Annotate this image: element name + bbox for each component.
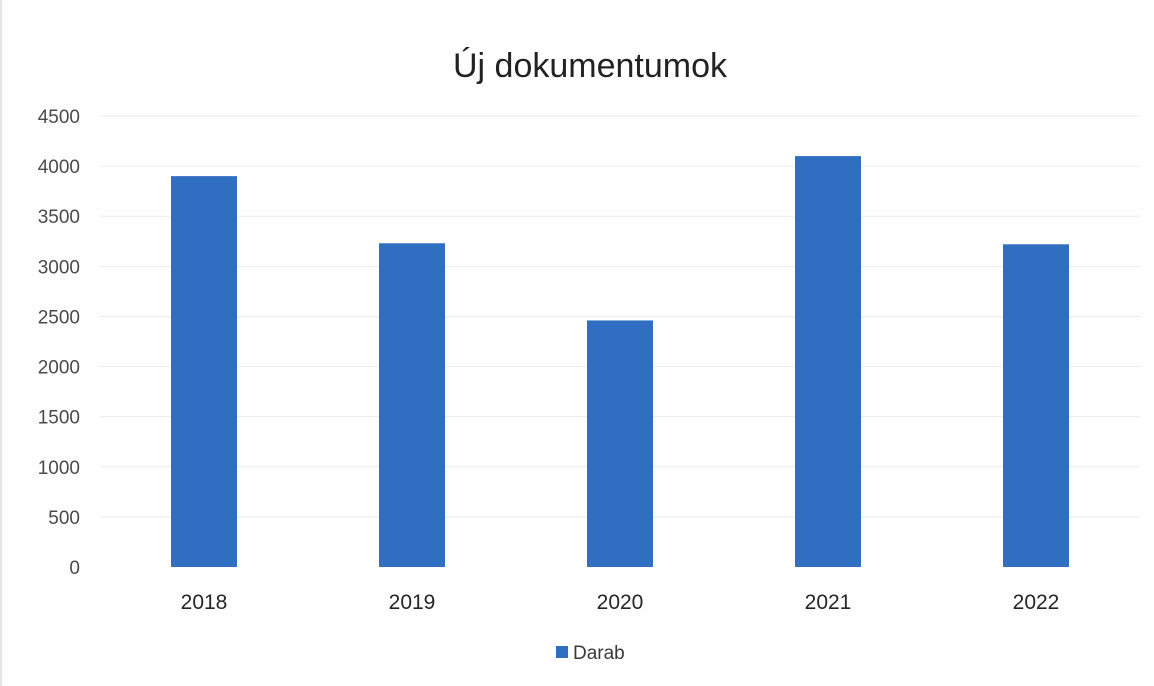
y-axis-ticks: 0 500 1000 1500 2000 2500 3000 3500 4000 4500 xyxy=(38,107,80,579)
chart-title: Új dokumentumok xyxy=(453,47,728,85)
y-tick-label: 1000 xyxy=(38,458,80,479)
y-tick-label: 2500 xyxy=(38,307,80,328)
legend-label: Darab xyxy=(573,643,625,664)
legend: Darab xyxy=(556,643,625,664)
bar-2018 xyxy=(171,176,237,567)
y-tick-label: 1500 xyxy=(38,408,80,429)
x-tick-label: 2019 xyxy=(389,591,436,614)
y-tick-label: 0 xyxy=(69,558,80,579)
y-tick-label: 500 xyxy=(48,508,80,529)
y-tick-label: 3000 xyxy=(38,257,80,278)
bar-2021 xyxy=(795,156,861,568)
x-tick-label: 2020 xyxy=(597,591,644,614)
x-tick-label: 2021 xyxy=(805,591,852,614)
bar-2019 xyxy=(379,243,445,567)
bar-2020 xyxy=(587,320,653,567)
bars xyxy=(171,156,1069,568)
y-tick-label: 2000 xyxy=(38,358,80,379)
bar-2022 xyxy=(1003,244,1069,568)
y-tick-label: 4000 xyxy=(38,157,80,178)
x-tick-label: 2018 xyxy=(181,591,228,614)
y-tick-label: 4500 xyxy=(38,107,80,128)
y-tick-label: 3500 xyxy=(38,207,80,228)
x-tick-label: 2022 xyxy=(1013,591,1060,614)
gridlines xyxy=(100,115,1140,518)
legend-swatch xyxy=(556,646,568,658)
x-axis-ticks: 2018 2019 2020 2021 2022 xyxy=(181,591,1060,614)
